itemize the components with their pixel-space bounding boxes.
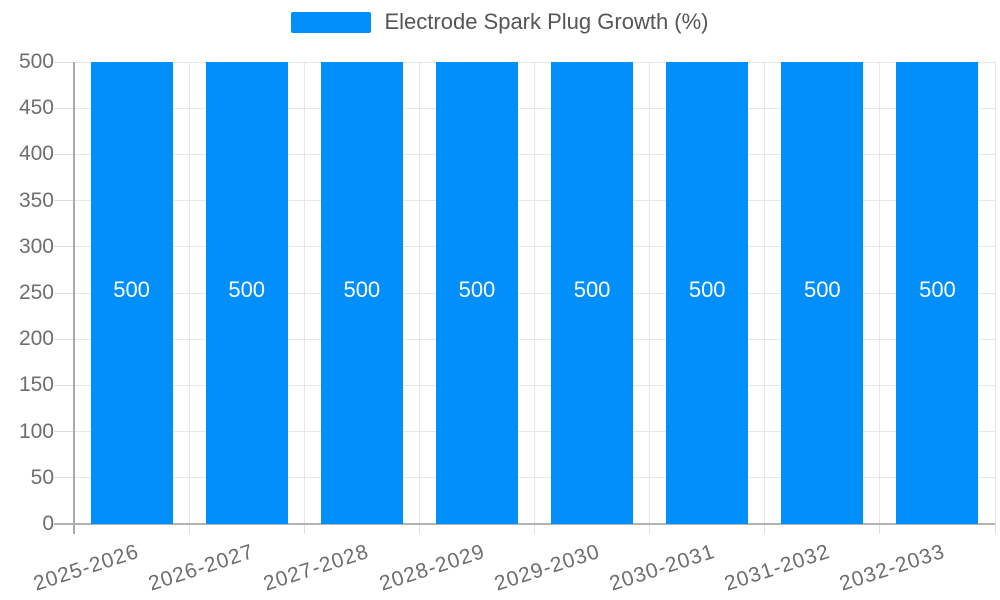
bar-value-label: 500	[573, 277, 611, 302]
y-axis-tick	[54, 107, 74, 109]
y-axis-tick	[54, 338, 74, 340]
x-axis-tick	[649, 524, 651, 534]
y-axis-tick	[54, 384, 74, 386]
y-axis-tick	[54, 61, 74, 63]
y-axis-label: 450	[18, 96, 54, 120]
bar[interactable]	[320, 62, 403, 524]
v-gridline	[188, 62, 190, 524]
y-axis-tick	[54, 246, 74, 248]
x-axis-label: 2029-2030	[491, 539, 603, 596]
y-axis-label: 300	[18, 234, 54, 258]
y-axis-tick	[54, 431, 74, 433]
y-axis-tick	[54, 200, 74, 202]
bar-value-label: 500	[803, 277, 841, 302]
y-axis-tick	[54, 477, 74, 479]
x-axis-label: 2028-2029	[376, 539, 488, 596]
x-axis-tick	[879, 524, 881, 534]
bar-value-label: 500	[113, 277, 150, 302]
x-axis-label: 2027-2028	[261, 539, 373, 596]
x-axis-tick	[994, 524, 996, 534]
v-gridline	[649, 62, 651, 524]
y-axis-label: 250	[18, 281, 54, 304]
v-gridline	[994, 62, 996, 524]
x-axis-label: 2031-2032	[721, 539, 833, 596]
v-gridline	[879, 62, 881, 524]
legend-label: Electrode Spark Plug Growth (%)	[384, 9, 709, 34]
legend-swatch-icon	[291, 11, 372, 33]
bar[interactable]	[666, 62, 749, 524]
x-axis-tick	[764, 524, 766, 534]
x-axis-label: 2026-2027	[145, 539, 258, 596]
bar[interactable]	[205, 62, 288, 524]
y-axis-label: 500	[18, 50, 54, 73]
x-axis-label: 2030-2031	[606, 539, 718, 596]
bar[interactable]	[896, 62, 979, 524]
y-axis-label: 100	[18, 419, 54, 443]
y-axis-label: 150	[18, 373, 54, 397]
bar[interactable]	[781, 62, 864, 524]
v-gridline	[764, 62, 766, 524]
y-axis-label: 350	[18, 188, 54, 212]
bar-value-label: 500	[688, 277, 726, 302]
y-axis-tick	[54, 292, 74, 294]
y-axis-tick	[54, 153, 74, 155]
x-axis-tick	[418, 524, 420, 534]
bar-value-label: 500	[228, 277, 266, 302]
bar[interactable]	[551, 62, 634, 524]
y-axis-label: 0	[42, 512, 54, 535]
x-axis-label: 2025-2026	[30, 539, 142, 596]
x-axis-tick	[303, 524, 305, 534]
y-axis-label: 400	[18, 142, 54, 166]
x-axis-tick	[188, 524, 190, 534]
x-axis-line	[54, 523, 995, 525]
bar[interactable]	[435, 62, 518, 524]
y-axis-line	[73, 62, 75, 534]
v-gridline	[534, 62, 535, 524]
bar[interactable]	[90, 62, 173, 524]
v-gridline	[303, 62, 305, 524]
v-gridline	[418, 62, 420, 524]
bar-value-label: 500	[919, 277, 956, 302]
legend[interactable]: Electrode Spark Plug Growth (%)	[0, 0, 1000, 44]
y-axis-label: 50	[30, 465, 54, 489]
y-axis-label: 200	[18, 327, 54, 351]
x-axis-label: 2032-2033	[836, 539, 948, 596]
bar-value-label: 500	[458, 277, 496, 302]
x-axis-tick	[534, 524, 535, 534]
bar-value-label: 500	[343, 277, 381, 302]
